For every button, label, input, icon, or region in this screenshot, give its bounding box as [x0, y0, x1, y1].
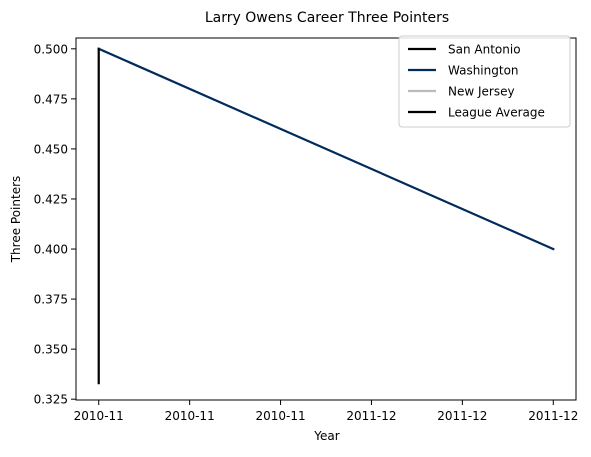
- y-axis-label: Three Pointers: [9, 176, 23, 264]
- x-axis: 2010-11 2010-11 2010-11 2011-12 2011-12 2011-…: [74, 400, 578, 423]
- x-tick-label: 2011-12: [528, 409, 578, 423]
- y-tick-label: 0.475: [34, 92, 68, 106]
- legend-label-league-average: League Average: [448, 106, 545, 120]
- x-tick-label: 2010-11: [255, 409, 305, 423]
- x-tick-label: 2010-11: [165, 409, 215, 423]
- y-tick-label: 0.400: [34, 243, 68, 257]
- legend-box: [398, 35, 571, 128]
- x-tick-label: 2010-11: [74, 409, 124, 423]
- plot-frame: [75, 37, 577, 401]
- legend-label-san-antonio: San Antonio: [448, 43, 521, 57]
- y-axis: 0.325 0.350 0.375 0.400 0.425 0.450 0.475 0.500: [34, 42, 76, 407]
- x-tick-label: 2011-12: [437, 409, 487, 423]
- series-line-washington: [97, 47, 555, 251]
- legend-label-washington: Washington: [448, 64, 519, 78]
- chart-title: Larry Owens Career Three Pointers: [205, 10, 449, 26]
- y-tick-label: 0.450: [34, 142, 68, 156]
- y-tick-label: 0.500: [34, 42, 68, 56]
- y-tick-label: 0.325: [34, 393, 68, 407]
- x-axis-label: Year: [313, 429, 339, 443]
- y-tick-label: 0.350: [34, 343, 68, 357]
- series-layer: [97, 47, 555, 385]
- y-tick-label: 0.425: [34, 192, 68, 206]
- legend: San Antonio Washington New Jersey League Av…: [398, 35, 571, 128]
- legend-label-new-jersey: New Jersey: [448, 85, 515, 99]
- x-tick-label: 2011-12: [346, 409, 396, 423]
- y-tick-label: 0.375: [34, 293, 68, 307]
